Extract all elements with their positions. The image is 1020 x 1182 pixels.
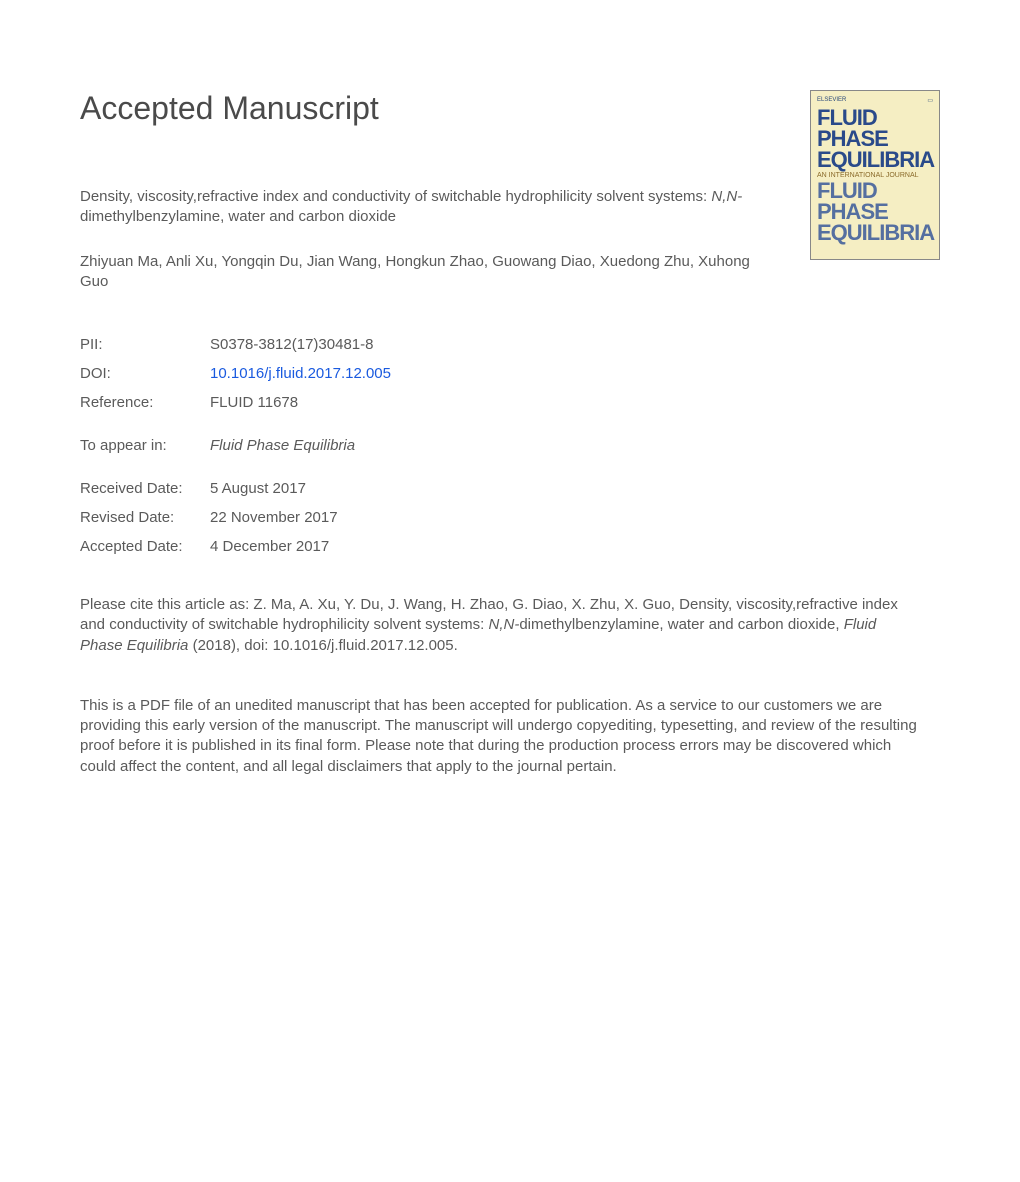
meta-row-doi: DOI: 10.1016/j.fluid.2017.12.005 (80, 365, 940, 382)
meta-row-appear: To appear in: Fluid Phase Equilibria (80, 437, 940, 454)
citation-ital1: N,N- (489, 616, 520, 633)
meta-value-pii: S0378-3812(17)30481-8 (210, 336, 373, 353)
citation-mid: dimethylbenzylamine, water and carbon di… (519, 616, 843, 633)
meta-label-doi: DOI: (80, 365, 210, 382)
meta-label-pii: PII: (80, 336, 210, 353)
meta-value-received: 5 August 2017 (210, 480, 306, 497)
cover-title-line1: FLUID PHASE (817, 108, 933, 150)
meta-label-received: Received Date: (80, 480, 210, 497)
cover-title-line3: FLUID PHASE (817, 181, 933, 223)
meta-label-revised: Revised Date: (80, 509, 210, 526)
article-title-pre: Density, viscosity,refractive index and … (80, 188, 711, 205)
meta-row-received: Received Date: 5 August 2017 (80, 480, 940, 497)
article-title-post: dimethylbenzylamine, water and carbon di… (80, 208, 396, 225)
citation-text: Please cite this article as: Z. Ma, A. X… (80, 595, 920, 656)
meta-row-accepted: Accepted Date: 4 December 2017 (80, 538, 940, 555)
journal-cover-thumbnail: ELSEVIER ▭ FLUID PHASE EQUILIBRIA AN INT… (810, 90, 940, 260)
cover-publisher: ELSEVIER (817, 97, 846, 104)
meta-value-reference: FLUID 11678 (210, 394, 298, 411)
meta-label-appear: To appear in: (80, 437, 210, 454)
meta-value-doi[interactable]: 10.1016/j.fluid.2017.12.005 (210, 365, 391, 382)
cover-corner-icon: ▭ (927, 97, 933, 104)
article-title: Density, viscosity,refractive index and … (80, 187, 780, 228)
article-title-ital: N,N- (711, 188, 742, 205)
meta-label-reference: Reference: (80, 394, 210, 411)
meta-row-reference: Reference: FLUID 11678 (80, 394, 940, 411)
meta-row-revised: Revised Date: 22 November 2017 (80, 509, 940, 526)
disclaimer-text: This is a PDF file of an unedited manusc… (80, 696, 920, 777)
citation-post: (2018), doi: 10.1016/j.fluid.2017.12.005… (188, 637, 457, 654)
author-list: Zhiyuan Ma, Anli Xu, Yongqin Du, Jian Wa… (80, 252, 780, 293)
cover-title-line2: EQUILIBRIA (817, 150, 933, 171)
meta-row-pii: PII: S0378-3812(17)30481-8 (80, 336, 940, 353)
meta-value-revised: 22 November 2017 (210, 509, 338, 526)
metadata-block: PII: S0378-3812(17)30481-8 DOI: 10.1016/… (80, 336, 940, 555)
meta-value-accepted: 4 December 2017 (210, 538, 329, 555)
meta-value-appear: Fluid Phase Equilibria (210, 437, 355, 454)
cover-title-line4: EQUILIBRIA (817, 223, 933, 244)
meta-label-accepted: Accepted Date: (80, 538, 210, 555)
